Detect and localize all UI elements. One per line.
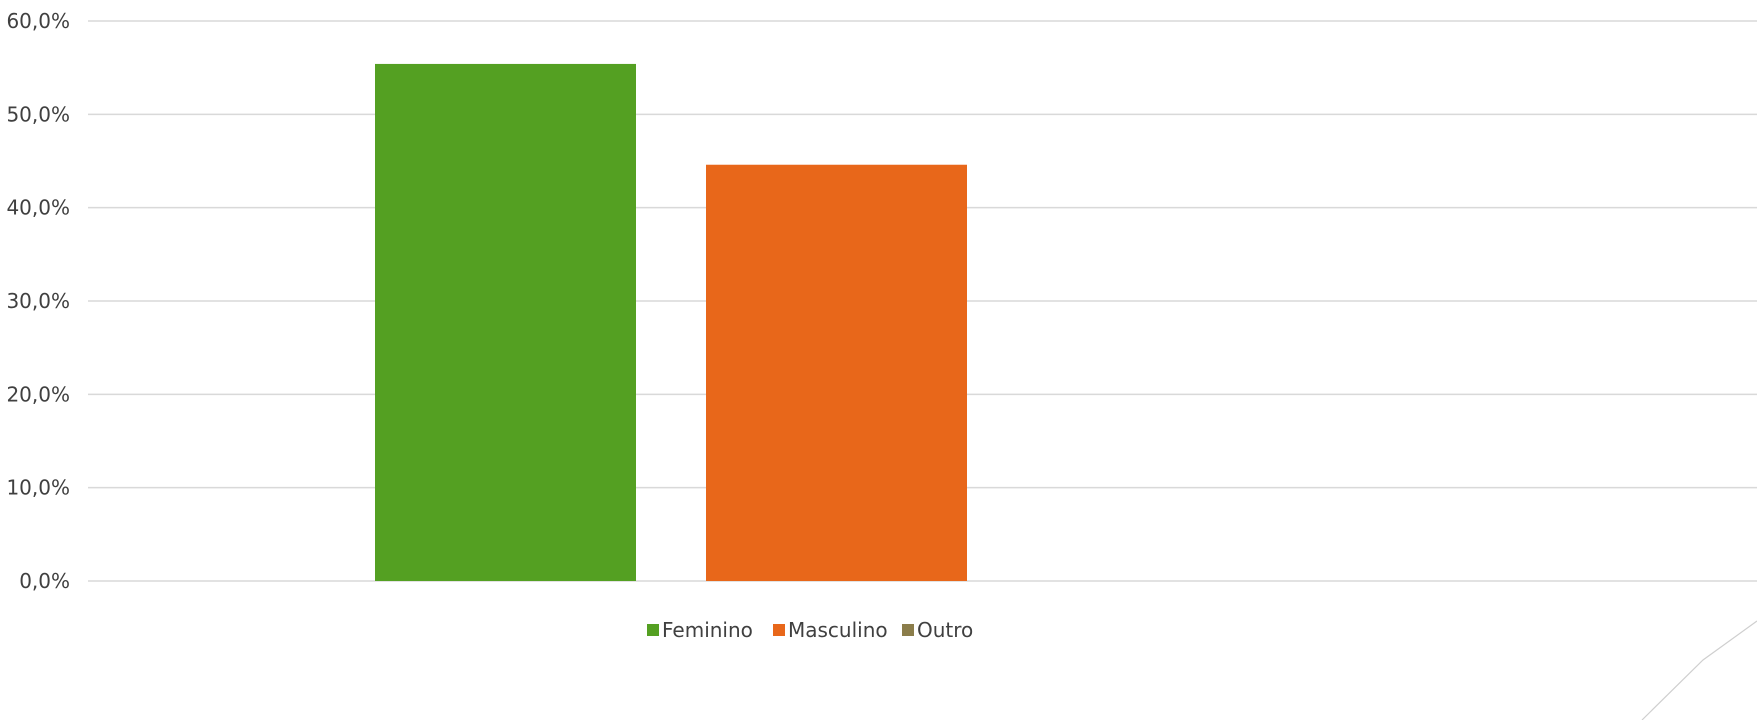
- legend-label-outro: Outro: [917, 618, 973, 642]
- corner-decoration: [1641, 620, 1757, 720]
- y-tick-label: 10,0%: [6, 476, 70, 500]
- legend-label-masculino: Masculino: [788, 618, 888, 642]
- y-axis-ticks: 0,0% 10,0% 20,0% 30,0% 40,0% 50,0% 60,0%: [6, 9, 70, 593]
- legend-swatch-outro: [902, 624, 914, 636]
- y-tick-label: 20,0%: [6, 382, 70, 406]
- bar-feminino: [375, 63, 636, 581]
- y-tick-label: 40,0%: [6, 196, 70, 220]
- y-tick-label: 60,0%: [6, 9, 70, 33]
- bar-masculino: [706, 164, 967, 581]
- legend: Feminino Masculino Outro: [647, 618, 973, 642]
- y-tick-label: 50,0%: [6, 102, 70, 126]
- legend-swatch-feminino: [647, 624, 659, 636]
- legend-label-feminino: Feminino: [662, 618, 753, 642]
- legend-swatch-masculino: [773, 624, 785, 636]
- y-tick-label: 30,0%: [6, 289, 70, 313]
- bars: [375, 63, 967, 581]
- y-tick-label: 0,0%: [19, 569, 70, 593]
